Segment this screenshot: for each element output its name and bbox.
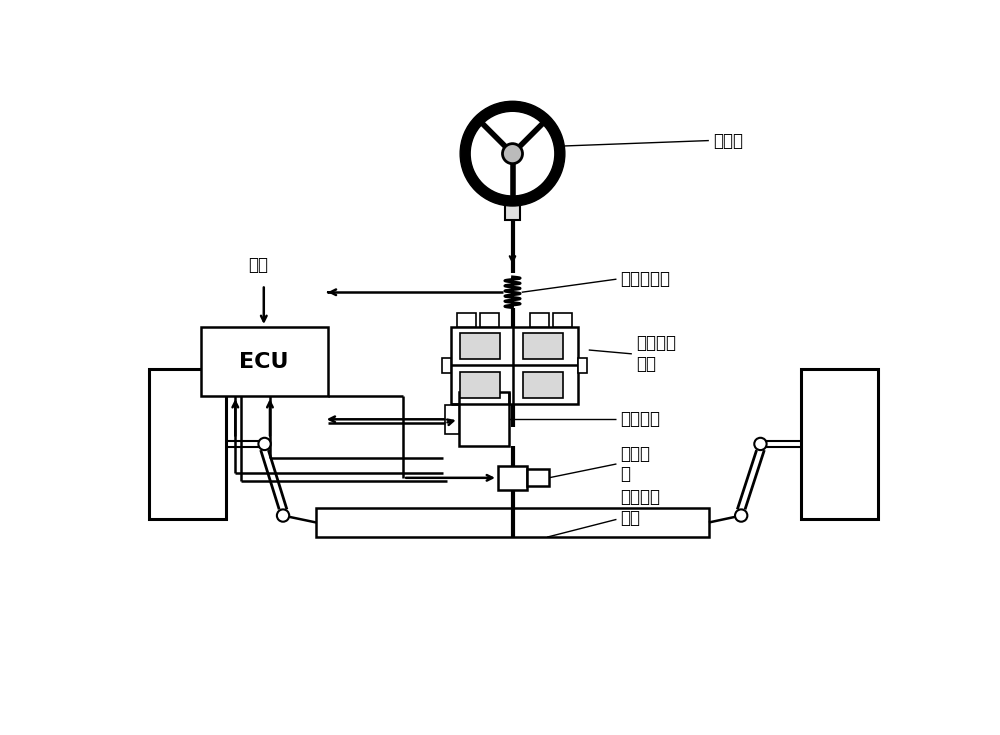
Bar — [460, 372, 500, 398]
Bar — [553, 313, 572, 327]
Text: 双行星齿
轮系: 双行星齿 轮系 — [636, 334, 676, 373]
Bar — [316, 508, 709, 537]
Bar — [445, 405, 459, 434]
Circle shape — [754, 438, 767, 450]
Text: 转向盘: 转向盘 — [713, 132, 743, 149]
Bar — [578, 358, 587, 373]
Bar — [442, 358, 451, 373]
Text: 助力电
机: 助力电 机 — [620, 445, 650, 484]
Bar — [523, 372, 563, 398]
Text: ECU: ECU — [239, 351, 289, 372]
Circle shape — [735, 509, 747, 522]
Circle shape — [502, 143, 523, 164]
Text: 转向电机: 转向电机 — [620, 410, 660, 429]
Bar — [457, 313, 476, 327]
Bar — [451, 327, 578, 404]
Bar — [201, 327, 328, 396]
Bar — [505, 204, 520, 220]
Text: 转矩传感器: 转矩传感器 — [620, 270, 670, 288]
Wedge shape — [460, 101, 565, 206]
Circle shape — [258, 438, 271, 450]
Text: 齿轮齿条
机构: 齿轮齿条 机构 — [620, 489, 660, 527]
Bar — [459, 392, 509, 446]
Bar — [523, 333, 563, 359]
Bar — [527, 470, 549, 487]
Bar — [801, 369, 878, 520]
Bar — [498, 465, 527, 490]
Circle shape — [277, 509, 289, 522]
Bar — [530, 313, 549, 327]
Text: 车速: 车速 — [248, 257, 268, 274]
Bar — [480, 313, 499, 327]
Bar — [460, 333, 500, 359]
Bar — [149, 369, 226, 520]
